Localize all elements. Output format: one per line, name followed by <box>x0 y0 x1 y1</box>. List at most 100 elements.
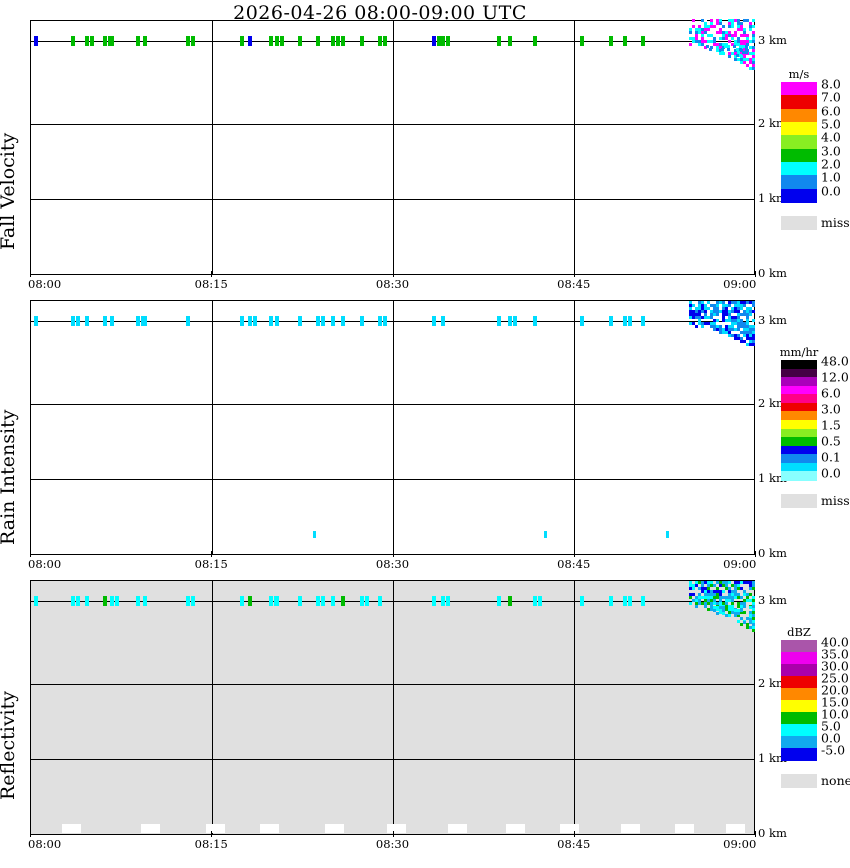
cluster-cell <box>740 325 743 328</box>
xtick-mark <box>392 271 394 277</box>
cluster-cell <box>722 331 725 334</box>
cluster-cell <box>728 590 731 593</box>
no-data-gap <box>506 824 525 833</box>
cluster-cell <box>710 22 713 25</box>
sparse-mark <box>248 596 252 606</box>
cluster-cell <box>704 40 707 43</box>
no-data-gap <box>726 824 745 833</box>
cluster-cell <box>713 40 716 43</box>
colorbar-tick-label: 15.0 <box>821 694 849 710</box>
sparse-mark <box>446 596 450 606</box>
sparse-mark <box>321 316 325 326</box>
cluster-cell <box>692 599 695 602</box>
cluster-cell <box>704 31 707 34</box>
stray-cell <box>666 531 669 538</box>
cluster-cell <box>743 22 746 25</box>
ytick-3km-p0: 3 km <box>758 33 787 47</box>
cluster-cell <box>731 34 734 37</box>
sparse-mark <box>316 596 320 606</box>
cluster-cell <box>719 584 722 587</box>
sparse-mark <box>331 36 335 46</box>
cluster-cell <box>737 58 740 61</box>
colorbar-tick-label: 0.0 <box>821 730 841 746</box>
cluster-cell <box>701 602 704 605</box>
cluster-cell <box>701 304 704 307</box>
cluster-cell <box>737 334 740 337</box>
sparse-mark <box>269 36 273 46</box>
cluster-cell <box>716 608 719 611</box>
no-data-gap <box>206 824 225 833</box>
cluster-cell <box>692 322 695 325</box>
cluster-cell <box>743 611 746 614</box>
cluster-cell <box>746 334 749 337</box>
cluster-cell <box>701 581 704 584</box>
cluster-cell <box>734 52 737 55</box>
xtick-label-0845: 08:45 <box>557 557 591 571</box>
cluster-cell <box>740 301 743 304</box>
cluster-cell <box>725 581 728 584</box>
stray-cell <box>313 531 316 538</box>
cluster-cell <box>709 48 712 51</box>
cluster-cell <box>698 599 701 602</box>
cluster-cell <box>752 310 755 313</box>
gridline-1km <box>31 479 754 480</box>
cluster-cell <box>689 322 692 325</box>
cluster-cell <box>728 310 731 313</box>
cluster-cell <box>737 43 740 46</box>
cluster-cell <box>734 34 737 37</box>
cluster-cell <box>733 45 736 48</box>
sparse-mark <box>580 316 584 326</box>
cluster-cell <box>734 584 737 587</box>
colorbar-tick-label: 8.0 <box>821 76 841 92</box>
cluster-cell <box>749 618 752 621</box>
cluster-cell <box>752 334 755 337</box>
colorbar-swatch <box>781 82 817 96</box>
cluster-cell <box>746 310 749 313</box>
cluster-cell <box>725 37 728 40</box>
colorbar-swatch <box>781 437 817 447</box>
sparse-mark <box>248 316 252 326</box>
cluster-cell <box>749 340 752 343</box>
cluster-cell <box>695 605 698 608</box>
cluster-cell <box>746 34 749 37</box>
xtick-mark <box>30 831 31 837</box>
cluster-cell <box>731 43 734 46</box>
ytick-1km-p1: 1 km <box>758 471 787 485</box>
cluster-cell <box>737 319 740 322</box>
cluster-cell <box>707 34 710 37</box>
no-data-gap <box>62 824 81 833</box>
cluster-cell <box>740 605 743 608</box>
cluster-cell <box>716 587 719 590</box>
sparse-mark <box>378 596 382 606</box>
cluster-cell <box>719 611 722 614</box>
cluster-cell <box>698 301 701 304</box>
sparse-mark <box>85 316 89 326</box>
sparse-mark <box>280 36 284 46</box>
panel-rain-intensity <box>30 300 755 555</box>
cluster-cell <box>746 328 749 331</box>
cluster-cell <box>749 52 752 55</box>
cluster-cell <box>728 304 731 307</box>
cluster-cell <box>731 310 734 313</box>
cluster-cell <box>745 48 748 51</box>
cluster-cell <box>721 48 724 51</box>
cluster-cell <box>695 602 698 605</box>
cluster-cell <box>701 307 704 310</box>
xtick-mark <box>755 831 756 837</box>
cluster-cell <box>752 34 755 37</box>
cluster-cell <box>719 328 722 331</box>
cluster-cell <box>749 334 752 337</box>
cluster-cell <box>749 581 752 584</box>
xtick-label-0845: 08:45 <box>557 837 591 851</box>
cluster-cell <box>742 45 745 48</box>
cluster-cell <box>704 310 707 313</box>
cluster-cell <box>746 307 749 310</box>
cluster-cell <box>725 596 728 599</box>
cluster-cell <box>749 22 752 25</box>
cluster-cell <box>743 331 746 334</box>
cluster-cell <box>710 34 713 37</box>
xtick-label-0830: 08:30 <box>375 557 410 571</box>
cluster-cell <box>731 590 734 593</box>
sparse-mark <box>240 596 244 606</box>
cluster-cell <box>725 331 728 334</box>
